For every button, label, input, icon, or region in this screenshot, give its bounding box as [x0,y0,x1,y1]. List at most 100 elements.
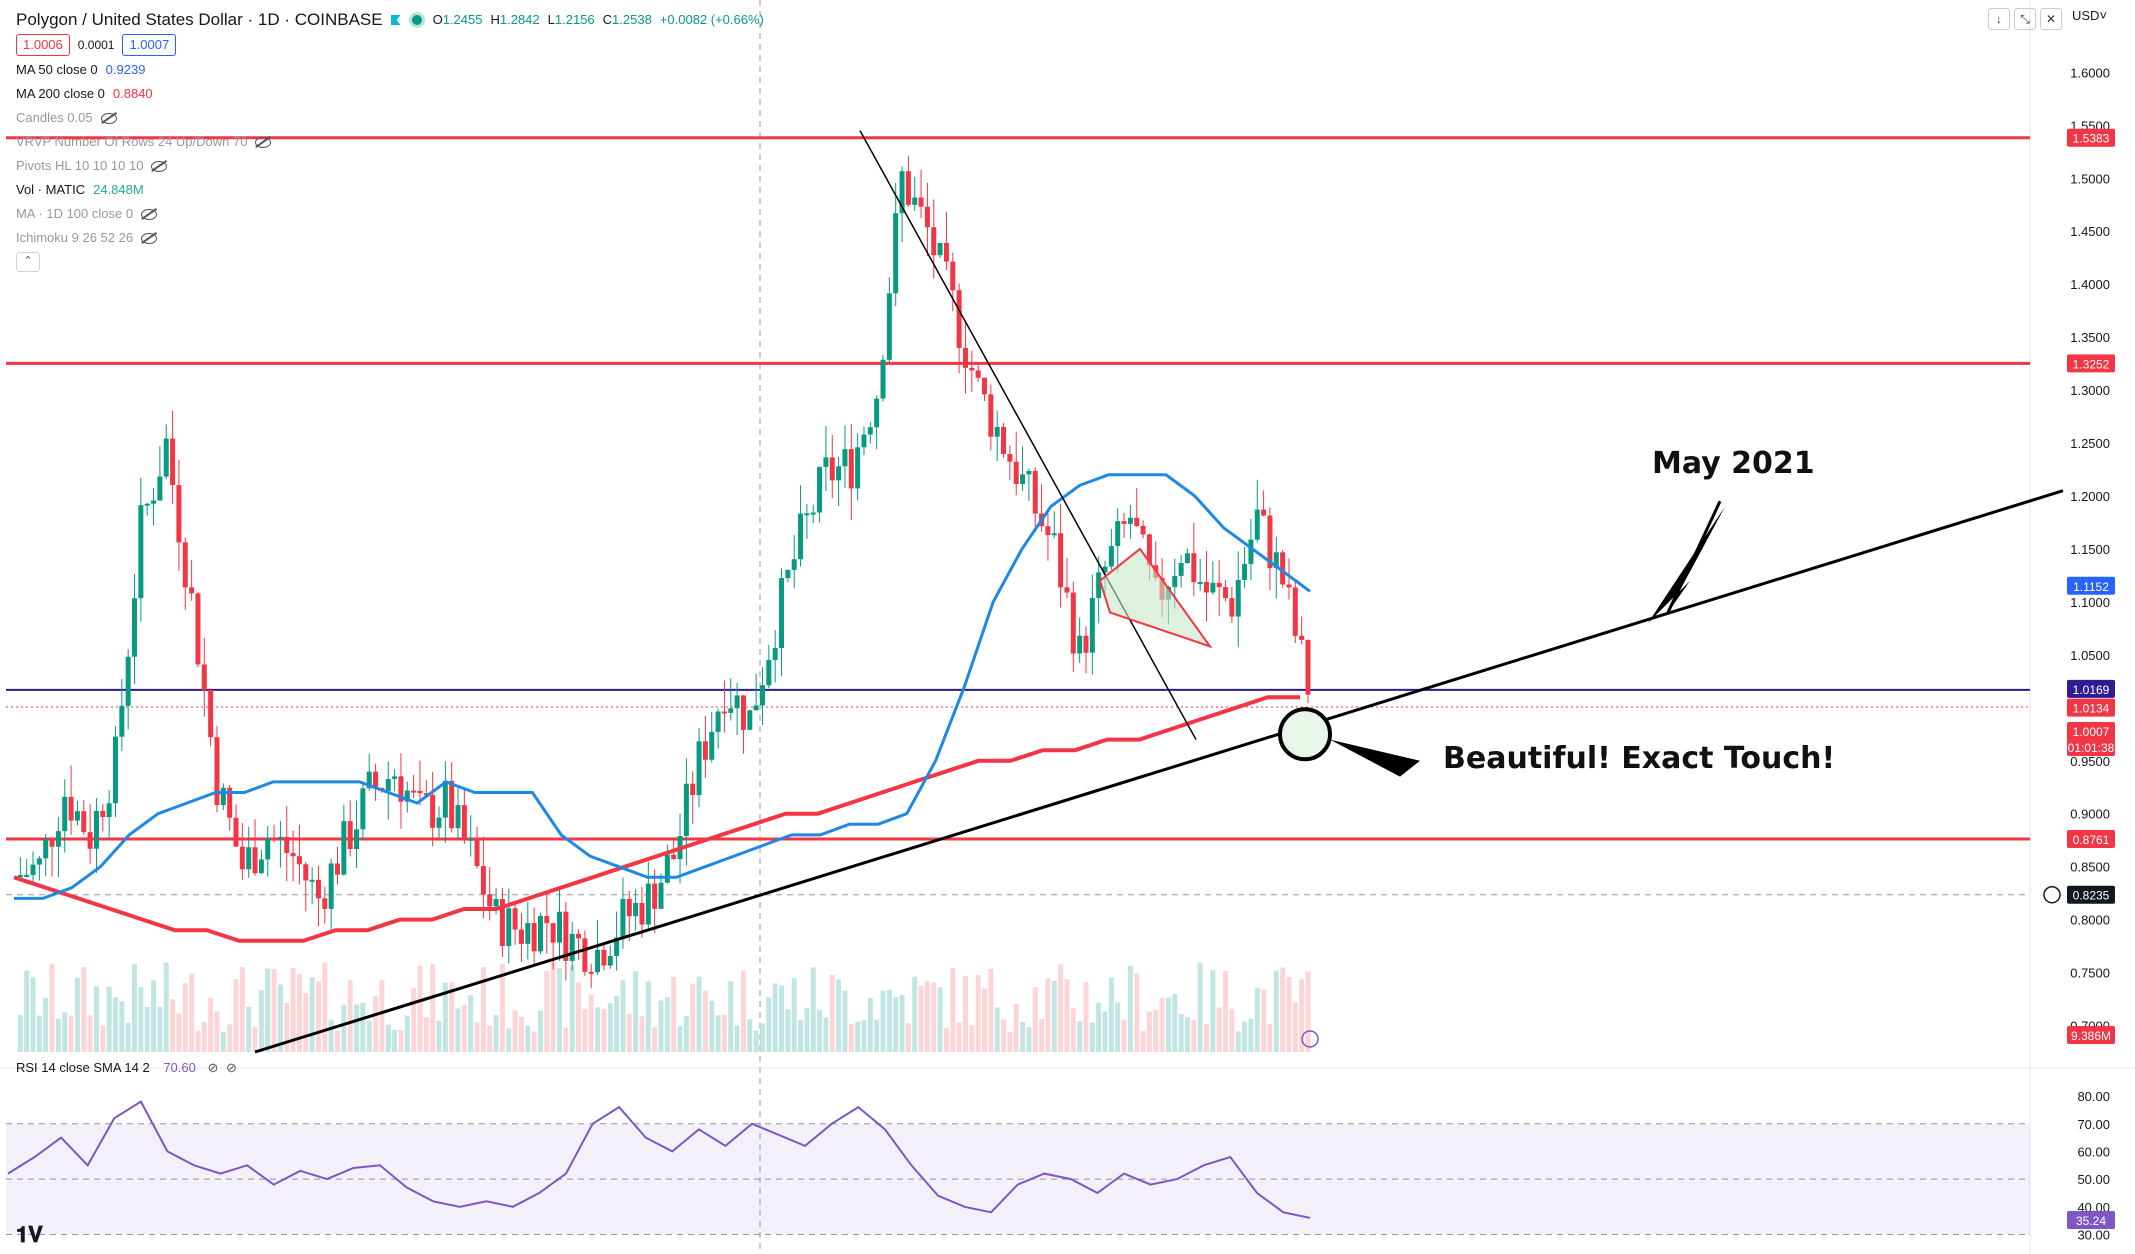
volume-bar [341,1004,347,1052]
hidden-eye-icon[interactable] [151,160,168,172]
candle-body [1064,587,1070,593]
volume-bar [899,994,905,1052]
candle-body [24,874,30,877]
candle-body [163,438,169,477]
price-label-box [2067,576,2115,595]
candle-body [309,879,315,882]
candle-body [842,449,848,467]
candle-body [398,776,404,802]
candle-body [1070,592,1076,654]
candle-body [214,737,220,806]
indicator-ma100[interactable]: MA · 1D 100 close 0 [16,202,764,226]
volume-bar [766,997,772,1052]
close-icon[interactable]: ✕ [2040,8,2062,30]
rsi-legend: RSI 14 close SMA 14 2 70.60 ⊘ ⊘ [16,1060,237,1076]
candle-body [537,915,543,952]
hidden-eye-icon[interactable] [255,136,272,148]
hidden-eye-icon[interactable] [141,232,158,244]
candle-body [772,647,778,660]
candle-body [1223,587,1229,599]
indicator-pivots[interactable]: Pivots HL 10 10 10 10 [16,154,764,178]
currency-selector[interactable]: USD˅ [2072,8,2107,23]
volume-bar [132,964,138,1052]
candle-body [823,457,829,467]
volume-bar [284,1002,290,1052]
symbol-title[interactable]: Polygon / United States Dollar · 1D · CO… [16,10,383,29]
price-tick-label: 1.2500 [2070,436,2110,451]
circle-icon: ⊘ [207,1060,219,1075]
candle-body [284,836,290,853]
candle-body [265,838,271,860]
candle-body [252,847,258,874]
candle-body [848,449,854,489]
volume-bar [322,962,328,1052]
volume-bar [1178,1014,1184,1052]
candle-body [817,466,823,513]
candle-body [671,854,677,860]
price-axis[interactable]: 1.60001.55001.50001.45001.40001.35001.30… [2070,65,2110,1242]
volume-bar [1273,970,1279,1052]
candle-body [544,915,550,924]
candle-body [1115,521,1121,547]
rsi-label: RSI 14 close SMA 14 2 [16,1060,150,1075]
candle-body [290,852,296,857]
volume-bar [550,962,556,1052]
hidden-eye-icon[interactable] [141,208,158,220]
indicator-ichimoku[interactable]: Ichimoku 9 26 52 26 [16,226,764,250]
indicator-volume[interactable]: Vol · MATIC 24.848M [16,178,764,202]
hidden-eye-icon[interactable] [100,112,117,124]
candle-body [829,457,835,481]
chart-legend: Polygon / United States Dollar · 1D · CO… [16,8,764,274]
candle-body [791,559,797,570]
indicator-vrvp[interactable]: VRVP Number Of Rows 24 Up/Down 70 [16,130,764,154]
chevron-up-icon[interactable]: ⌃ [16,252,40,272]
candle-body [810,512,816,515]
candle-body [125,656,131,706]
volume-bar [563,1027,569,1052]
arrow-down-icon[interactable]: ↓ [1988,8,2010,30]
volume-bar [848,1023,854,1052]
volume-bar [436,1020,442,1052]
volume-bar [1204,1023,1210,1052]
indicator-ma200[interactable]: MA 200 close 0 0.8840 [16,82,764,106]
candle-body [1235,580,1241,617]
volume-bar [709,1000,715,1052]
candle-body [170,438,176,486]
collapse-icon[interactable]: ⤡ [2014,8,2036,30]
triangle-pattern [1098,547,1213,649]
volume-bar [468,995,474,1052]
candle-body [759,685,765,706]
sell-button[interactable]: 1.0006 [16,34,70,56]
candle-body [1013,461,1019,484]
price-tick-label: 1.3000 [2070,383,2110,398]
candle-body [392,776,398,779]
candle-body [924,206,930,228]
volume-bar [696,976,702,1052]
candle-body [943,242,949,262]
indicator-ma50[interactable]: MA 50 close 0 0.9239 [16,58,764,82]
candle-body [734,695,740,709]
candle-body [1229,598,1235,617]
price-tick-label: 1.0500 [2070,648,2110,663]
flag-icon [390,15,401,25]
volume-bar [969,1025,975,1052]
price-label-text: 1.3252 [2073,357,2110,371]
volume-bar [1140,1030,1146,1052]
candle-body [246,847,252,870]
candle-body [55,831,61,847]
volume-bar [918,985,924,1052]
candle-body [1191,553,1197,583]
candle-body [182,542,188,588]
volume-bar [55,1018,61,1052]
indicator-label: MA 200 close 0 [16,86,105,101]
volume-bar [1165,997,1171,1052]
buy-button[interactable]: 1.0007 [122,34,177,56]
candle-body [785,569,791,579]
volume-bar [125,1022,131,1052]
rsi-tick-label: 50.00 [2077,1172,2110,1187]
candle-body [144,503,150,506]
candle-body [68,796,74,821]
candle-body [1146,534,1152,566]
indicator-candles[interactable]: Candles 0.05 [16,106,764,130]
